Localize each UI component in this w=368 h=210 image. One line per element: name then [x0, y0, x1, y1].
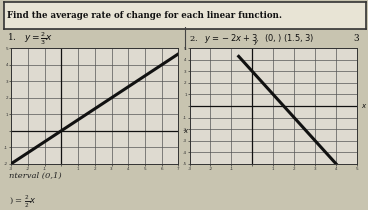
Text: 1.   $y = \frac{2}{3}x$: 1. $y = \frac{2}{3}x$ [7, 30, 53, 47]
Text: 3: 3 [354, 34, 359, 43]
Text: Find the average rate of change for each linear function.: Find the average rate of change for each… [7, 11, 282, 20]
Text: nterval (0,1): nterval (0,1) [9, 172, 62, 180]
Text: x: x [184, 128, 188, 134]
Text: 2.   $y = -2x + 3$   $\mathit{(0,)}$ $\mathit{(1.5,3)}$: 2. $y = -2x + 3$ $\mathit{(0,)}$ $\mathi… [188, 32, 314, 45]
Text: ) = $\frac{2}{2}x$: ) = $\frac{2}{2}x$ [9, 194, 36, 210]
Text: y: y [254, 39, 258, 45]
Text: x: x [361, 103, 365, 109]
